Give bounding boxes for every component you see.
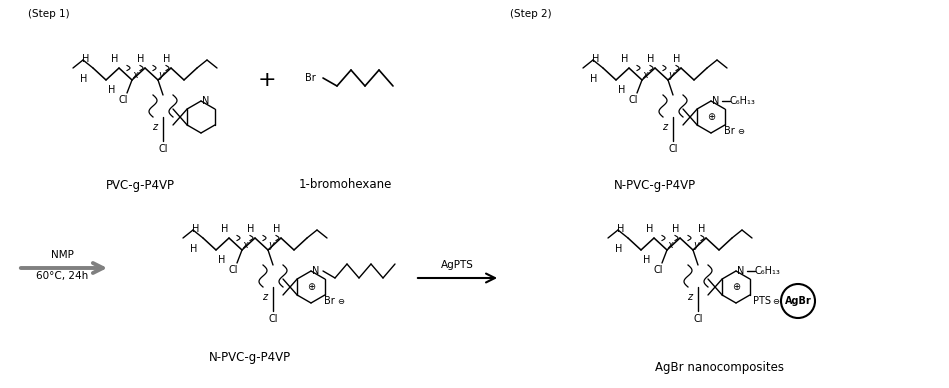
Text: 60°C, 24h: 60°C, 24h: [36, 271, 88, 281]
Text: H: H: [138, 54, 144, 64]
Text: ⊖: ⊖: [772, 296, 779, 305]
Text: ⊖: ⊖: [338, 296, 344, 305]
Text: AgPTS: AgPTS: [440, 260, 474, 270]
Text: H: H: [248, 224, 254, 234]
Text: H: H: [673, 54, 680, 64]
Text: H: H: [221, 224, 229, 234]
Text: N-PVC-g-P4VP: N-PVC-g-P4VP: [209, 352, 291, 364]
Text: Br: Br: [305, 73, 316, 83]
Text: C₆H₁₃: C₆H₁₃: [754, 266, 780, 276]
Text: PTS: PTS: [753, 296, 771, 306]
Text: ⊕: ⊕: [707, 112, 715, 122]
Text: ⊕: ⊕: [732, 282, 740, 292]
Text: H: H: [617, 224, 624, 234]
Text: AgBr: AgBr: [785, 296, 811, 306]
Text: AgBr nanocomposites: AgBr nanocomposites: [656, 362, 785, 374]
Text: N: N: [202, 96, 210, 106]
Text: Cl: Cl: [668, 144, 678, 154]
Text: y: y: [158, 70, 164, 80]
Text: y: y: [693, 240, 698, 250]
Text: H: H: [672, 224, 679, 234]
Text: N-PVC-g-P4VP: N-PVC-g-P4VP: [614, 178, 696, 192]
Text: Br: Br: [324, 296, 334, 306]
Text: H: H: [83, 54, 90, 64]
Text: x: x: [642, 70, 648, 80]
Text: H: H: [647, 54, 655, 64]
Text: x: x: [242, 240, 248, 250]
Text: H: H: [646, 224, 654, 234]
Text: H: H: [163, 54, 171, 64]
Text: H: H: [698, 224, 706, 234]
Text: Cl: Cl: [158, 144, 168, 154]
Text: H: H: [619, 85, 625, 95]
Text: 1-bromohexane: 1-bromohexane: [298, 178, 392, 192]
Text: z: z: [153, 122, 158, 132]
Text: H: H: [111, 54, 119, 64]
Text: Cl: Cl: [229, 265, 238, 275]
Text: ⊖: ⊖: [737, 126, 745, 135]
Text: H: H: [108, 85, 116, 95]
Text: z: z: [687, 292, 693, 302]
Text: y: y: [668, 70, 674, 80]
Text: N: N: [713, 96, 719, 106]
Text: z: z: [263, 292, 268, 302]
Text: NMP: NMP: [50, 250, 73, 260]
Text: Br: Br: [724, 126, 735, 136]
Text: (Step 1): (Step 1): [28, 9, 69, 19]
Text: Cl: Cl: [269, 314, 278, 324]
Text: H: H: [218, 255, 226, 265]
Text: Cl: Cl: [694, 314, 703, 324]
Text: x: x: [132, 70, 138, 80]
Text: C₆H₁₃: C₆H₁₃: [729, 96, 755, 106]
Text: y: y: [269, 240, 274, 250]
Text: H: H: [191, 244, 197, 254]
Text: N: N: [737, 266, 745, 276]
Text: H: H: [590, 74, 598, 84]
Text: H: H: [273, 224, 281, 234]
Text: H: H: [193, 224, 199, 234]
Text: H: H: [622, 54, 628, 64]
Text: (Step 2): (Step 2): [510, 9, 551, 19]
Text: H: H: [643, 255, 651, 265]
Text: H: H: [592, 54, 600, 64]
Text: N: N: [312, 266, 320, 276]
Text: Cl: Cl: [628, 95, 638, 105]
Text: Cl: Cl: [653, 265, 662, 275]
Text: x: x: [667, 240, 673, 250]
Text: PVC-g-P4VP: PVC-g-P4VP: [105, 178, 175, 192]
Text: ⊕: ⊕: [307, 282, 315, 292]
Text: +: +: [258, 70, 276, 90]
Text: z: z: [662, 122, 667, 132]
Text: Cl: Cl: [119, 95, 128, 105]
Text: H: H: [615, 244, 623, 254]
Text: H: H: [81, 74, 87, 84]
